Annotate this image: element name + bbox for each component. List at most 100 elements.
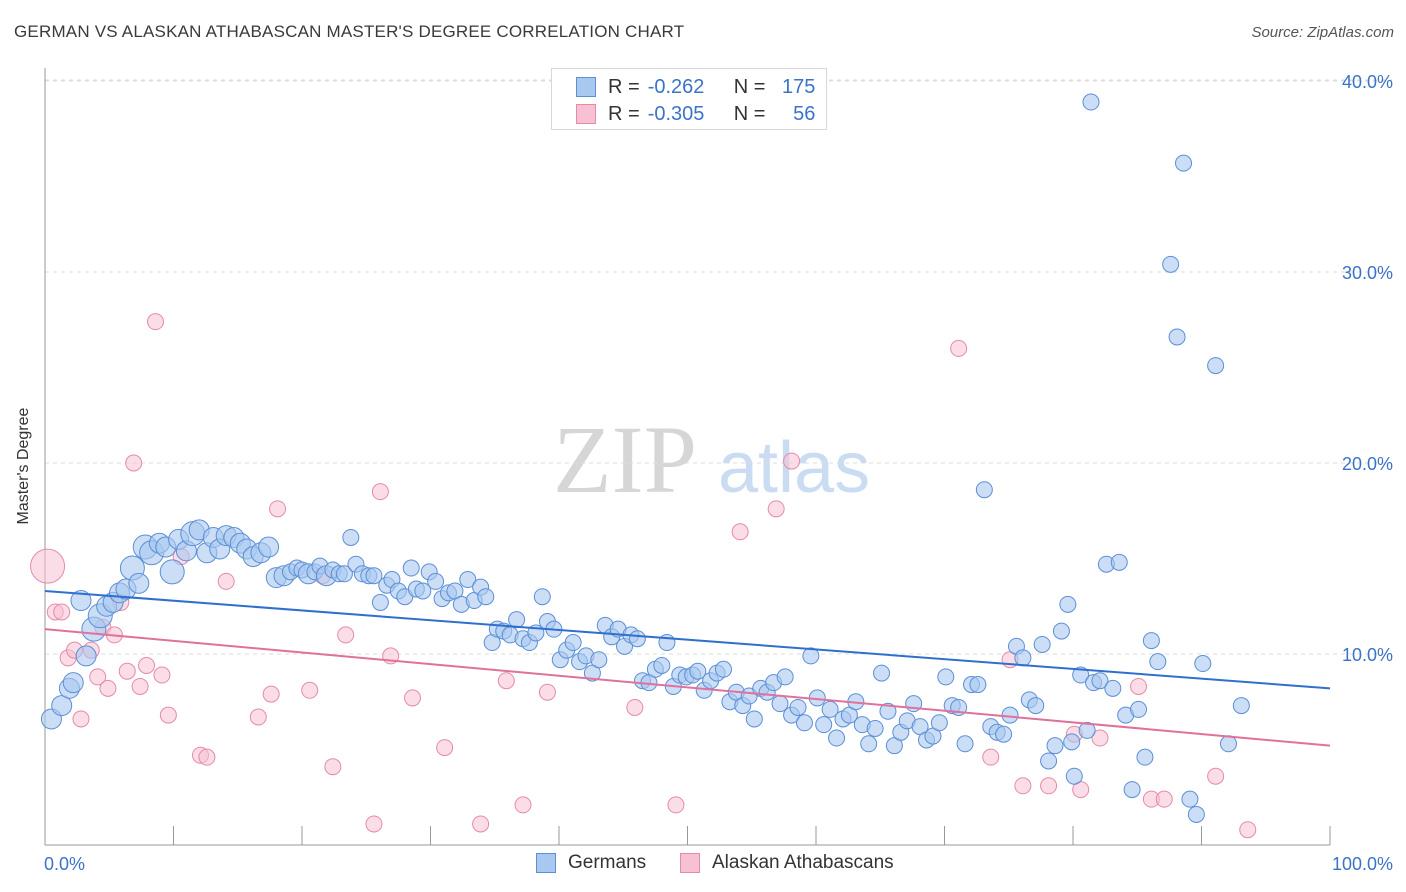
- german-point: [866, 719, 884, 737]
- alaskan-point: [153, 666, 171, 684]
- r-value: -0.305: [647, 102, 705, 125]
- alaskan-point: [1040, 777, 1058, 795]
- y-tick-label: 40.0%: [1342, 72, 1393, 92]
- y-tick-label: 30.0%: [1342, 263, 1393, 283]
- german-point: [1104, 679, 1122, 697]
- german-point: [815, 716, 833, 734]
- alaskan-point: [131, 677, 149, 695]
- german-point: [1110, 553, 1128, 571]
- alaskan-series: [30, 313, 1257, 839]
- german-point: [342, 528, 360, 546]
- alaskan-point: [1014, 777, 1032, 795]
- german-point: [1232, 697, 1250, 715]
- legend-item-alaskans: Alaskan Athabascans: [680, 852, 894, 874]
- alaskan-point: [138, 656, 156, 674]
- r-label: R =: [608, 102, 640, 125]
- n-value: 56: [793, 102, 816, 125]
- alaskan-point: [269, 500, 287, 518]
- legend-row-germans: R = -0.262 N = 175: [576, 74, 815, 100]
- alaskan-point: [125, 454, 143, 472]
- german-point: [1123, 781, 1141, 799]
- source-label: Source: ZipAtlas.com: [1251, 24, 1394, 41]
- alaskan-point: [731, 523, 749, 541]
- legend-label-germans: Germans: [568, 852, 647, 873]
- trend-lines: [44, 589, 1331, 747]
- alaskan-point: [950, 339, 968, 357]
- german-point: [533, 588, 551, 606]
- n-value: 175: [782, 75, 816, 98]
- german-series: [40, 93, 1250, 823]
- german-point: [159, 559, 185, 585]
- german-point: [745, 710, 763, 728]
- alaskan-point: [497, 672, 515, 690]
- german-point: [365, 567, 383, 585]
- y-tick-label: 20.0%: [1342, 454, 1393, 474]
- german-point: [1033, 635, 1051, 653]
- alaskan-point: [147, 313, 165, 331]
- german-point: [1082, 93, 1100, 111]
- german-point: [975, 481, 993, 499]
- german-point: [1059, 595, 1077, 613]
- german-point: [1136, 748, 1154, 766]
- german-trend-line: [44, 589, 1331, 690]
- n-label: N =: [733, 75, 766, 98]
- alaskan-trend-line: [44, 628, 1331, 747]
- n-label: N =: [733, 102, 766, 125]
- german-point: [1207, 357, 1225, 375]
- alaskan-point: [53, 603, 71, 621]
- german-point: [776, 668, 794, 686]
- german-point: [371, 593, 389, 611]
- german-point: [508, 611, 526, 629]
- german-point: [689, 662, 707, 680]
- german-point: [795, 714, 813, 732]
- alaskan-point: [324, 758, 342, 776]
- alaskan-point: [1130, 677, 1148, 695]
- german-point: [1065, 767, 1083, 785]
- german-point: [1091, 672, 1109, 690]
- german-point: [653, 656, 671, 674]
- alaskan-point: [982, 748, 1000, 766]
- german-point: [1142, 632, 1160, 650]
- german-point: [1014, 649, 1032, 667]
- r-label: R =: [608, 75, 640, 98]
- alaskan-point: [217, 572, 235, 590]
- german-point: [427, 572, 445, 590]
- alaskan-point: [99, 679, 117, 697]
- german-swatch: [536, 853, 556, 873]
- german-point: [590, 651, 608, 669]
- alaskan-point: [337, 626, 355, 644]
- german-point: [873, 664, 891, 682]
- alaskan-point: [89, 668, 107, 686]
- german-point: [802, 647, 820, 665]
- german-point: [1162, 255, 1180, 273]
- watermark-zip: ZIP: [553, 406, 697, 513]
- alaskan-point: [626, 698, 644, 716]
- alaskan-point: [538, 683, 556, 701]
- alaskan-point: [767, 500, 785, 518]
- german-point: [1219, 735, 1237, 753]
- german-point: [258, 536, 280, 558]
- german-point: [1046, 737, 1064, 755]
- german-point: [1168, 328, 1186, 346]
- german-point: [937, 668, 955, 686]
- german-point: [1063, 733, 1081, 751]
- german-point: [956, 735, 974, 753]
- r-value: -0.262: [647, 75, 705, 98]
- german-point: [879, 702, 897, 720]
- german-point: [860, 735, 878, 753]
- alaskan-point: [30, 548, 66, 584]
- german-point: [62, 672, 84, 694]
- alaskan-point: [1207, 767, 1225, 785]
- german-point: [1130, 700, 1148, 718]
- x-tick-label: 100.0%: [1332, 854, 1393, 874]
- alaskan-point: [262, 685, 280, 703]
- tick-labels: 10.0% 20.0% 30.0% 40.0% 0.0% 100.0%: [44, 72, 1393, 874]
- alaskan-point: [1239, 821, 1257, 839]
- german-point: [1052, 622, 1070, 640]
- german-point: [1194, 655, 1212, 673]
- german-point: [995, 725, 1013, 743]
- german-point: [70, 590, 92, 612]
- german-point: [402, 559, 420, 577]
- alaskan-point: [365, 815, 383, 833]
